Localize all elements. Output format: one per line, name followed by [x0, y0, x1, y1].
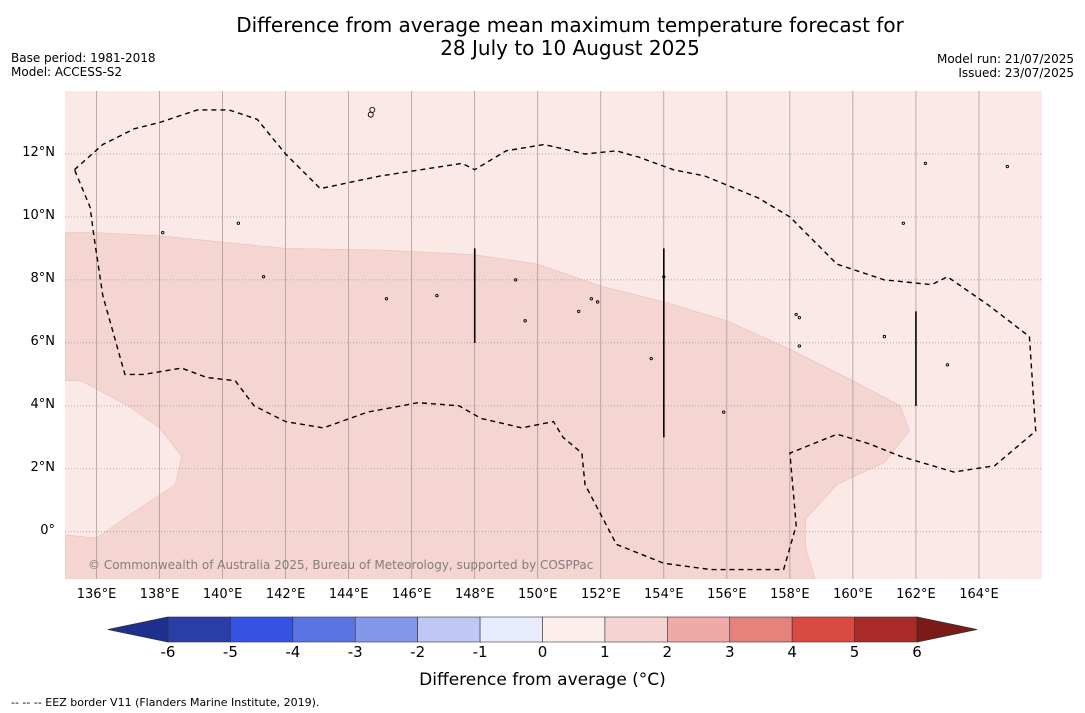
copyright-notice: © Commonwealth of Australia 2025, Bureau… [88, 558, 594, 572]
colorbar-swatch-6 [542, 616, 606, 643]
meta-right: Model run: 21/07/2025 Issued: 23/07/2025 [937, 52, 1074, 80]
lon-label-158: 158°E [770, 587, 810, 602]
colorbar-tick-7: 1 [600, 643, 610, 661]
lon-label-148: 148°E [454, 587, 495, 602]
island-10 [649, 356, 653, 361]
lat-label-8: 8°N [30, 270, 56, 286]
colorbar-swatch-11 [854, 616, 918, 643]
island-19 [523, 319, 527, 323]
colorbar-tick-10: 4 [787, 643, 797, 661]
colorbar-swatch-9 [729, 616, 793, 643]
colorbar-tick-1: -5 [222, 643, 238, 661]
island-12 [923, 161, 928, 166]
colorbar-swatch-0 [167, 616, 231, 643]
lon-label-152: 152°E [581, 587, 621, 602]
colorbar-swatch-8 [667, 616, 731, 643]
colorbar-tick-2: -4 [285, 643, 301, 661]
colorbar-tick-6: 0 [537, 643, 548, 661]
vertical-segments [473, 248, 917, 438]
colorbar-swatch-5 [479, 616, 543, 643]
colorbar-swatch-7 [604, 616, 668, 643]
island-16 [384, 297, 389, 301]
map-area [65, 91, 1042, 579]
lon-label-160: 160°E [833, 587, 873, 602]
island-9 [945, 363, 950, 367]
colorbar-label: Difference from average (°C) [419, 670, 666, 690]
island-2 [161, 231, 165, 235]
lon-label-156: 156°E [707, 587, 747, 602]
map-gridlines [65, 91, 1042, 579]
lon-label-150: 150°E [517, 587, 558, 602]
islands [161, 106, 1009, 414]
lon-label-164: 164°E [959, 587, 999, 602]
colorbar-swatch-4 [417, 616, 481, 643]
colorbar-over-arrow [916, 616, 978, 643]
title-line-1: Difference from average mean maximum tem… [236, 13, 904, 37]
island-7 [794, 312, 798, 317]
island-21 [797, 344, 801, 348]
lat-label-12: 12°N [22, 144, 55, 160]
lat-label-2: 2°N [30, 459, 56, 475]
lon-label-142: 142°E [265, 587, 306, 602]
chart-title: Difference from average mean maximum tem… [170, 14, 970, 60]
base-period: Base period: 1981-2018 [11, 51, 156, 65]
island-13 [1005, 164, 1009, 169]
colorbar-under-arrow [107, 616, 169, 643]
colorbar-tick-3: -3 [347, 643, 363, 661]
colorbar-tick-4: -2 [410, 643, 426, 661]
island-17 [261, 275, 266, 279]
colorbar-swatch-1 [230, 616, 294, 643]
colorbar-tick-5: -1 [472, 643, 488, 661]
colorbar-tick-9: 3 [724, 643, 735, 661]
issued-date: Issued: 23/07/2025 [958, 66, 1074, 80]
colorbar-tick-8: 2 [662, 643, 673, 661]
eez-boundary [73, 109, 1037, 571]
island-1 [367, 111, 374, 118]
island-11 [662, 275, 666, 279]
colorbar-swatch-2 [292, 616, 356, 643]
island-8 [797, 316, 801, 320]
island-22 [577, 309, 581, 314]
lon-label-154: 154°E [644, 587, 684, 602]
island-4 [514, 278, 518, 282]
colorbar-tick-0: -6 [160, 643, 176, 661]
island-18 [435, 293, 439, 298]
island-5 [589, 297, 593, 301]
lon-label-162: 162°E [896, 587, 936, 602]
lat-label-6: 6°N [30, 333, 56, 349]
lon-label-144: 144°E [328, 587, 369, 602]
anomaly-band-1-2 [65, 232, 910, 579]
title-line-2: 28 July to 10 August 2025 [440, 36, 700, 60]
model-run: Model run: 21/07/2025 [936, 52, 1074, 66]
island-15 [236, 221, 240, 225]
island-6 [595, 300, 600, 304]
model-name: Model: ACCESS-S2 [11, 65, 123, 79]
lat-label-0: 0° [40, 522, 55, 538]
colorbar-swatch-3 [354, 616, 418, 643]
colorbar-tick-12: 6 [912, 643, 922, 661]
island-20 [722, 410, 726, 414]
colorbar-swatch-10 [791, 616, 855, 643]
colorbar-tick-11: 5 [849, 643, 860, 661]
lat-label-10: 10°N [22, 207, 55, 223]
lon-label-136: 136°E [76, 587, 117, 602]
island-23 [882, 334, 887, 339]
lon-label-146: 146°E [391, 587, 432, 602]
meta-left: Base period: 1981-2018 Model: ACCESS-S2 [11, 51, 156, 79]
eez-footnote: -- -- -- EEZ border V11 (Flanders Marine… [11, 696, 320, 709]
lat-label-4: 4°N [30, 396, 56, 412]
island-14 [901, 221, 905, 225]
lon-label-140: 140°E [202, 587, 243, 602]
lon-label-138: 138°E [139, 587, 180, 602]
